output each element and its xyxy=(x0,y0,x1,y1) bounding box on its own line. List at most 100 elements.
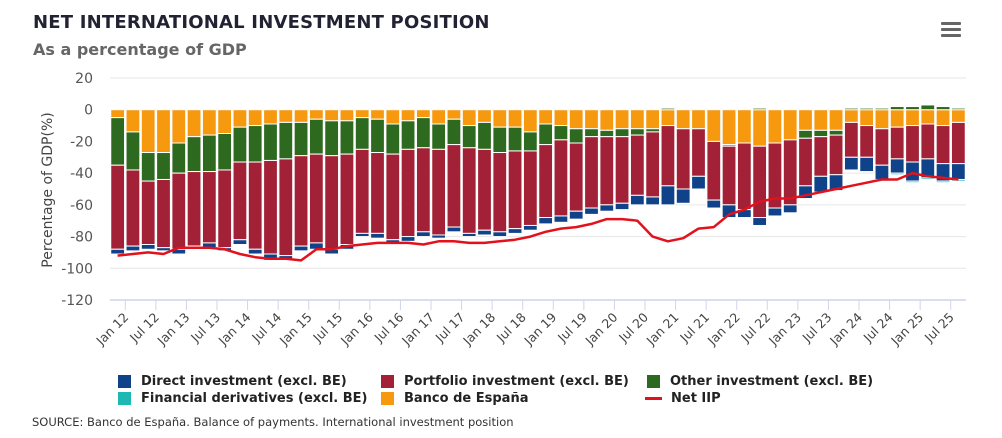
bar-banco-de-espa-a[interactable] xyxy=(278,109,294,123)
bar-direct-investment-excl-be[interactable] xyxy=(507,228,523,234)
legend-item-banco-de-espana[interactable]: Banco de España xyxy=(381,391,528,406)
bar-banco-de-espa-a[interactable] xyxy=(828,109,844,131)
bar-direct-investment-excl-be[interactable] xyxy=(110,248,126,255)
bar-portfolio-investment-excl-be[interactable] xyxy=(706,140,722,201)
bar-portfolio-investment-excl-be[interactable] xyxy=(905,125,920,163)
bar-direct-investment-excl-be[interactable] xyxy=(293,245,309,252)
bar-direct-investment-excl-be[interactable] xyxy=(752,217,768,226)
bar-portfolio-investment-excl-be[interactable] xyxy=(675,128,691,190)
bar-portfolio-investment-excl-be[interactable] xyxy=(140,180,156,245)
bar-banco-de-espa-a[interactable] xyxy=(584,109,599,130)
bar-other-investment-excl-be[interactable] xyxy=(660,107,676,111)
bar-banco-de-espa-a[interactable] xyxy=(660,109,676,127)
bar-portfolio-investment-excl-be[interactable] xyxy=(874,128,890,166)
bar-banco-de-espa-a[interactable] xyxy=(324,109,340,122)
bar-banco-de-espa-a[interactable] xyxy=(171,109,187,144)
bar-banco-de-espa-a[interactable] xyxy=(813,109,829,131)
bar-direct-investment-excl-be[interactable] xyxy=(156,247,171,252)
bar-other-investment-excl-be[interactable] xyxy=(461,125,477,149)
bar-portfolio-investment-excl-be[interactable] xyxy=(507,150,523,230)
bar-portfolio-investment-excl-be[interactable] xyxy=(553,139,569,217)
bar-banco-de-espa-a[interactable] xyxy=(629,109,645,130)
bar-other-investment-excl-be[interactable] xyxy=(889,106,905,111)
bar-financial-derivatives-excl-be[interactable] xyxy=(920,177,936,180)
bar-direct-investment-excl-be[interactable] xyxy=(431,234,447,239)
bar-banco-de-espa-a[interactable] xyxy=(477,109,492,123)
bar-portfolio-investment-excl-be[interactable] xyxy=(339,153,355,245)
bar-banco-de-espa-a[interactable] xyxy=(889,109,905,128)
legend-item-portfolio[interactable]: Portfolio investment (excl. BE) xyxy=(381,374,629,389)
bar-portfolio-investment-excl-be[interactable] xyxy=(828,134,844,176)
bar-portfolio-investment-excl-be[interactable] xyxy=(308,153,324,244)
bar-direct-investment-excl-be[interactable] xyxy=(415,231,431,238)
bar-other-investment-excl-be[interactable] xyxy=(156,152,171,180)
bar-direct-investment-excl-be[interactable] xyxy=(874,164,890,180)
bar-banco-de-espa-a[interactable] xyxy=(691,109,706,130)
bar-other-investment-excl-be[interactable] xyxy=(477,121,492,150)
hamburger-menu-icon[interactable] xyxy=(941,22,961,40)
bar-direct-investment-excl-be[interactable] xyxy=(461,232,477,238)
bar-other-investment-excl-be[interactable] xyxy=(859,107,875,111)
bar-banco-de-espa-a[interactable] xyxy=(140,109,156,154)
bar-direct-investment-excl-be[interactable] xyxy=(492,231,508,238)
legend-item-direct[interactable]: Direct investment (excl. BE) xyxy=(118,374,347,389)
bar-direct-investment-excl-be[interactable] xyxy=(584,207,599,215)
bar-banco-de-espa-a[interactable] xyxy=(186,109,202,138)
bar-other-investment-excl-be[interactable] xyxy=(186,136,202,173)
bar-banco-de-espa-a[interactable] xyxy=(125,109,141,133)
legend-item-other[interactable]: Other investment (excl. BE) xyxy=(647,374,873,389)
bar-other-investment-excl-be[interactable] xyxy=(324,120,340,157)
bar-portfolio-investment-excl-be[interactable] xyxy=(645,131,661,198)
bar-direct-investment-excl-be[interactable] xyxy=(446,226,462,233)
bar-portfolio-investment-excl-be[interactable] xyxy=(721,145,737,206)
bar-direct-investment-excl-be[interactable] xyxy=(828,174,844,192)
bar-other-investment-excl-be[interactable] xyxy=(232,126,248,163)
bar-other-investment-excl-be[interactable] xyxy=(339,120,355,155)
bar-portfolio-investment-excl-be[interactable] xyxy=(201,171,217,244)
bar-other-investment-excl-be[interactable] xyxy=(415,117,431,149)
bar-portfolio-investment-excl-be[interactable] xyxy=(171,172,187,250)
bar-portfolio-investment-excl-be[interactable] xyxy=(247,161,263,250)
bar-banco-de-espa-a[interactable] xyxy=(782,109,798,141)
bar-direct-investment-excl-be[interactable] xyxy=(400,236,416,242)
bar-portfolio-investment-excl-be[interactable] xyxy=(752,145,768,219)
bar-other-investment-excl-be[interactable] xyxy=(935,106,951,111)
bar-direct-investment-excl-be[interactable] xyxy=(568,210,584,220)
bar-banco-de-espa-a[interactable] xyxy=(400,109,416,122)
bar-banco-de-espa-a[interactable] xyxy=(156,109,171,154)
bar-portfolio-investment-excl-be[interactable] xyxy=(370,152,385,234)
bar-other-investment-excl-be[interactable] xyxy=(538,123,554,146)
bar-banco-de-espa-a[interactable] xyxy=(538,109,554,125)
bar-portfolio-investment-excl-be[interactable] xyxy=(522,150,538,226)
bar-banco-de-espa-a[interactable] xyxy=(522,109,538,133)
bar-banco-de-espa-a[interactable] xyxy=(247,109,263,127)
bar-portfolio-investment-excl-be[interactable] xyxy=(614,136,630,204)
bar-direct-investment-excl-be[interactable] xyxy=(140,244,156,250)
bar-portfolio-investment-excl-be[interactable] xyxy=(415,147,431,233)
bar-other-investment-excl-be[interactable] xyxy=(614,128,630,138)
bar-banco-de-espa-a[interactable] xyxy=(798,109,813,131)
bar-banco-de-espa-a[interactable] xyxy=(293,109,309,123)
bar-portfolio-investment-excl-be[interactable] xyxy=(400,148,416,238)
bar-portfolio-investment-excl-be[interactable] xyxy=(263,159,278,255)
bar-banco-de-espa-a[interactable] xyxy=(446,109,462,120)
bar-portfolio-investment-excl-be[interactable] xyxy=(568,142,584,212)
bar-portfolio-investment-excl-be[interactable] xyxy=(186,171,202,247)
bar-other-investment-excl-be[interactable] xyxy=(522,131,538,152)
bar-other-investment-excl-be[interactable] xyxy=(507,126,523,152)
bar-banco-de-espa-a[interactable] xyxy=(568,109,584,130)
bar-other-investment-excl-be[interactable] xyxy=(247,125,263,163)
bar-banco-de-espa-a[interactable] xyxy=(614,109,630,130)
bar-banco-de-espa-a[interactable] xyxy=(385,109,401,125)
bar-financial-derivatives-excl-be[interactable] xyxy=(935,180,951,184)
bar-other-investment-excl-be[interactable] xyxy=(599,129,615,138)
bar-banco-de-espa-a[interactable] xyxy=(859,109,875,127)
bar-other-investment-excl-be[interactable] xyxy=(905,106,920,111)
bar-banco-de-espa-a[interactable] xyxy=(706,109,722,142)
bar-direct-investment-excl-be[interactable] xyxy=(553,215,569,223)
bar-portfolio-investment-excl-be[interactable] xyxy=(736,142,752,211)
bar-direct-investment-excl-be[interactable] xyxy=(889,158,905,174)
bar-banco-de-espa-a[interactable] xyxy=(339,109,355,122)
bar-portfolio-investment-excl-be[interactable] xyxy=(843,121,859,158)
bar-banco-de-espa-a[interactable] xyxy=(201,109,217,136)
